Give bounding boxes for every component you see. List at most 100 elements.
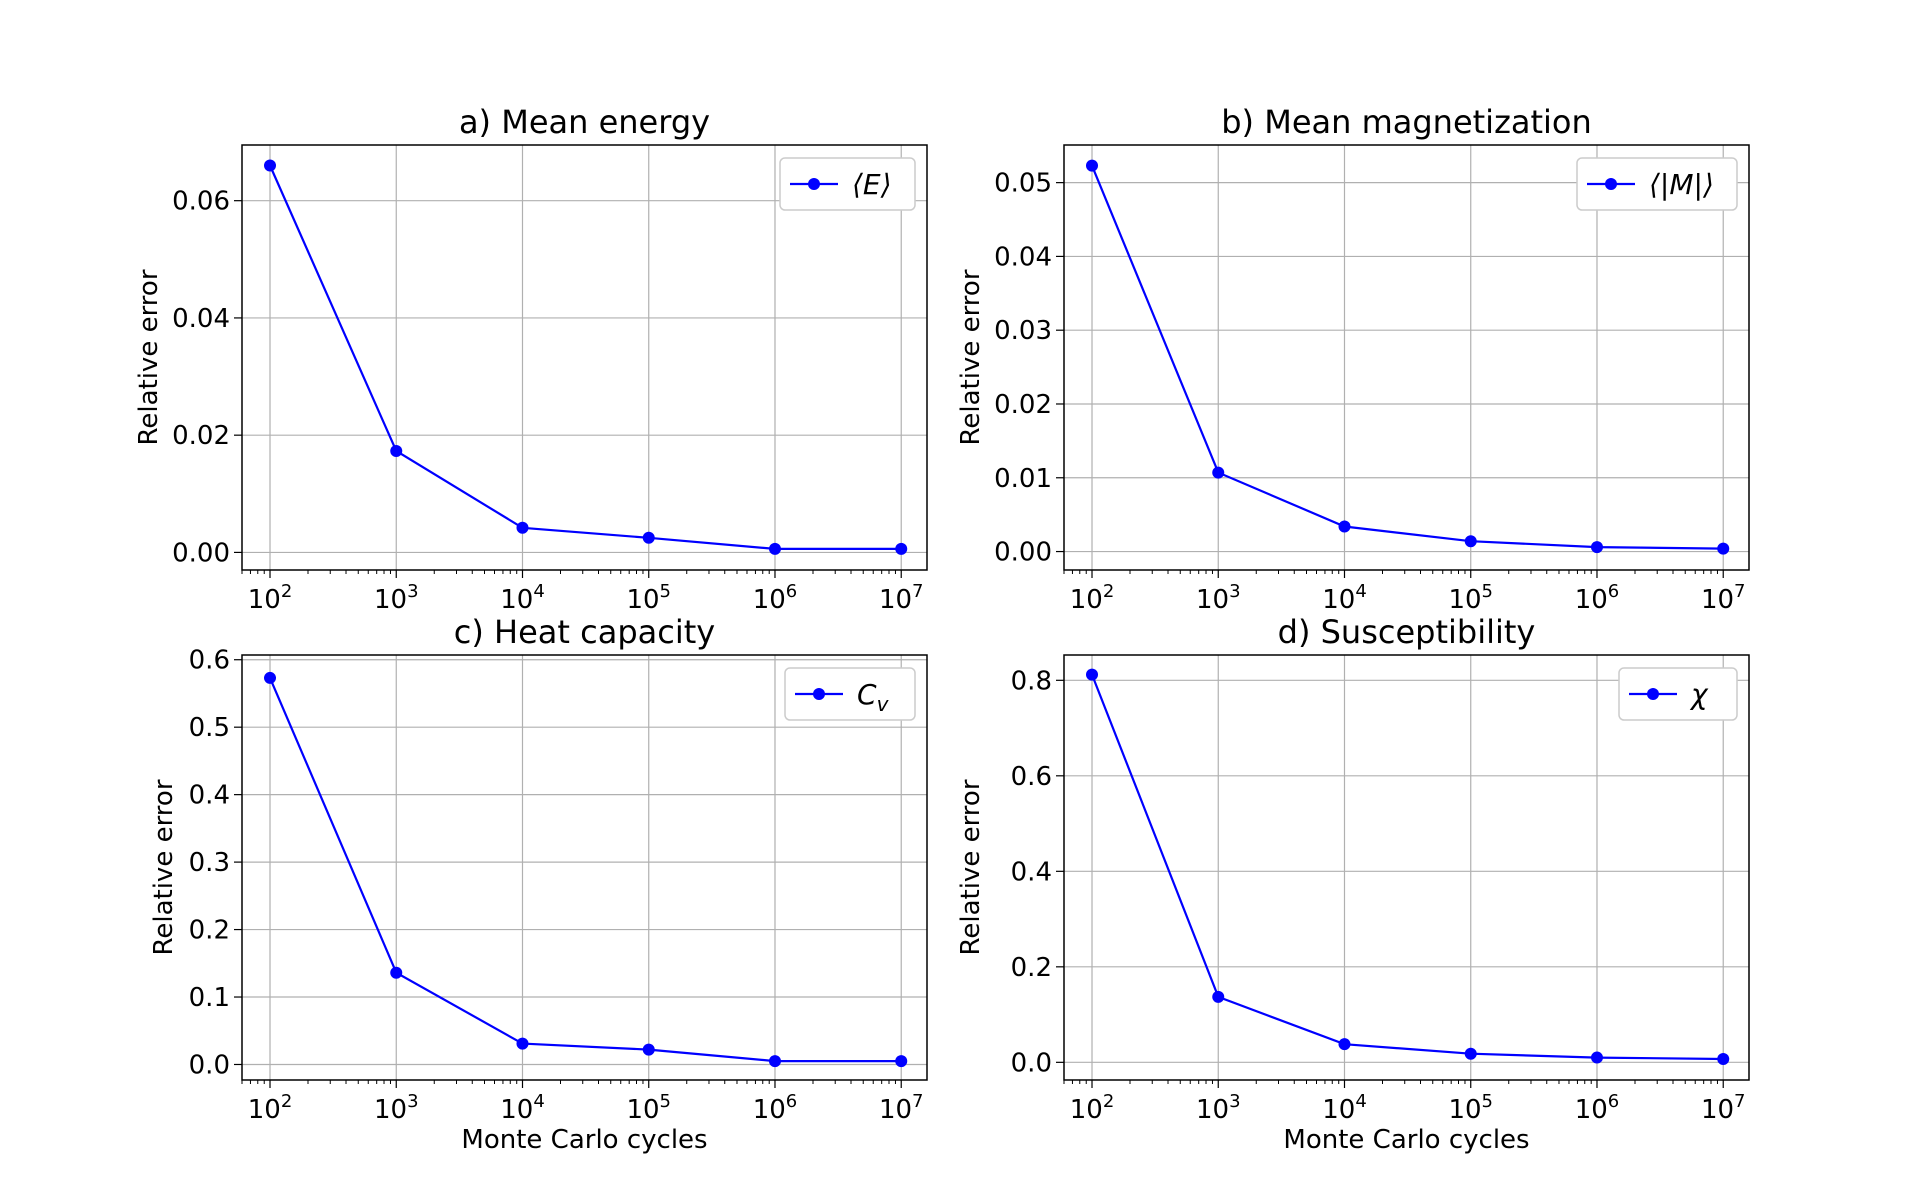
x-tick-label: 107 [1701, 581, 1746, 615]
data-point [642, 1043, 655, 1056]
y-tick-label: 0.02 [994, 390, 1052, 420]
x-tick-label: 106 [1575, 1091, 1620, 1125]
x-axis-label: Monte Carlo cycles [1283, 1125, 1529, 1155]
x-tick-label: 104 [500, 581, 545, 615]
legend: ⟨E⟩ [779, 157, 916, 211]
x-tick-label: 102 [1070, 1091, 1115, 1125]
x-tick-label: 107 [1701, 1091, 1746, 1125]
y-tick-label: 0.6 [189, 646, 230, 676]
axes-frame [241, 654, 928, 1081]
y-tick-label: 0.5 [189, 713, 230, 743]
panel-title: d) Susceptibility [1278, 613, 1536, 651]
axes-frame [241, 144, 928, 571]
y-tick-label: 0.04 [172, 304, 230, 334]
data-point [390, 966, 403, 979]
y-axis-label: Relative error [956, 779, 986, 955]
y-tick-label: 0.2 [1011, 953, 1052, 983]
panel-3: 102 103 104 105 106 107 0.0 0.1 0.2 0.3 0.4 0.5 0.6 c… [149, 613, 928, 1155]
data-point [1464, 535, 1477, 548]
data-point [1590, 541, 1603, 554]
y-tick-label: 0.4 [1011, 857, 1052, 887]
series-line [1090, 165, 1724, 550]
data-point [390, 445, 403, 457]
data-point [264, 671, 277, 684]
data-point [1464, 1047, 1477, 1060]
data-point [1590, 1051, 1603, 1064]
x-tick-label: 102 [248, 581, 293, 615]
legend-marker [1647, 688, 1659, 700]
x-tick-label: 104 [1322, 581, 1367, 615]
data-point [516, 1037, 529, 1050]
data-point [264, 159, 277, 172]
axes-frame [1063, 144, 1750, 571]
panel-1: 102 103 104 105 106 107 0.00 0.02 0.04 0.06 a) Mea… [134, 103, 928, 615]
legend: χ [1618, 667, 1738, 721]
y-axis-label: Relative error [149, 779, 179, 955]
x-tick-label: 105 [1448, 581, 1493, 615]
x-tick-label: 106 [1575, 581, 1620, 615]
y-axis-label: Relative error [134, 269, 164, 445]
legend: ⟨|M|⟩ [1576, 157, 1738, 211]
legend-label: Cv [857, 678, 890, 716]
panel-title: c) Heat capacity [454, 613, 715, 651]
legend-marker [808, 178, 820, 190]
panel-2: 102 103 104 105 106 107 0.00 0.01 0.02 0.03 0.04 0.… [956, 103, 1750, 615]
legend-label: χ [1689, 678, 1709, 711]
grid [242, 655, 927, 1080]
series-line [268, 677, 902, 1063]
data-point [1086, 668, 1099, 681]
y-tick-label: 0.6 [1011, 762, 1052, 792]
legend-marker [1605, 178, 1617, 190]
x-tick-label: 103 [374, 581, 419, 615]
series-line [1090, 674, 1724, 1061]
data-point [642, 531, 655, 544]
data-point [768, 1055, 781, 1068]
x-tick-label: 106 [753, 581, 798, 615]
legend-box [1576, 157, 1738, 211]
series-line [268, 165, 902, 551]
legend-label: ⟨|M|⟩ [1649, 168, 1714, 201]
y-tick-label: 0.06 [172, 187, 230, 217]
axes-frame [1063, 654, 1750, 1081]
panel-title: a) Mean energy [459, 103, 710, 141]
y-tick-label: 0.03 [994, 316, 1052, 346]
data-point [895, 542, 908, 555]
y-tick-label: 0.01 [994, 464, 1052, 494]
y-tick-label: 0.02 [172, 421, 230, 451]
y-tick-label: 0.00 [994, 538, 1052, 568]
y-tick-label: 0.04 [994, 242, 1052, 272]
data-point [895, 1055, 908, 1068]
x-tick-label: 105 [626, 1091, 671, 1125]
legend-box [1618, 667, 1738, 721]
x-tick-label: 106 [753, 1091, 798, 1125]
x-tick-label: 103 [1196, 581, 1241, 615]
x-tick-label: 104 [500, 1091, 545, 1125]
legend-marker [813, 688, 825, 700]
y-tick-label: 0.0 [189, 1050, 230, 1080]
data-point [1212, 990, 1225, 1003]
legend-label: ⟨E⟩ [852, 168, 892, 201]
y-tick-label: 0.0 [1011, 1048, 1052, 1078]
data-point [1338, 1038, 1351, 1051]
data-point [1086, 159, 1099, 172]
y-tick-label: 0.05 [994, 169, 1052, 199]
y-tick-label: 0.8 [1011, 666, 1052, 696]
legend-box [784, 667, 916, 721]
x-tick-label: 107 [879, 1091, 924, 1125]
data-point [1717, 1052, 1730, 1065]
x-axis-label: Monte Carlo cycles [461, 1125, 707, 1155]
x-tick-label: 107 [879, 581, 924, 615]
y-tick-label: 0.1 [189, 983, 230, 1013]
legend-box [779, 157, 916, 211]
x-tick-label: 102 [1070, 581, 1115, 615]
x-tick-label: 103 [1196, 1091, 1241, 1125]
x-tick-label: 103 [374, 1091, 419, 1125]
y-tick-label: 0.4 [189, 781, 230, 811]
data-point [1338, 520, 1351, 533]
x-tick-label: 105 [1448, 1091, 1493, 1125]
legend: Cv [784, 667, 916, 721]
grid [1064, 655, 1749, 1080]
y-axis-label: Relative error [956, 269, 986, 445]
data-point [1717, 542, 1730, 555]
